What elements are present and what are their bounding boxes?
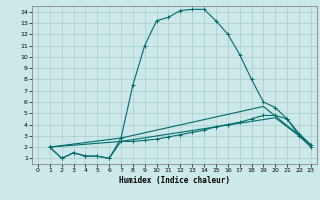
X-axis label: Humidex (Indice chaleur): Humidex (Indice chaleur) [119,176,230,185]
